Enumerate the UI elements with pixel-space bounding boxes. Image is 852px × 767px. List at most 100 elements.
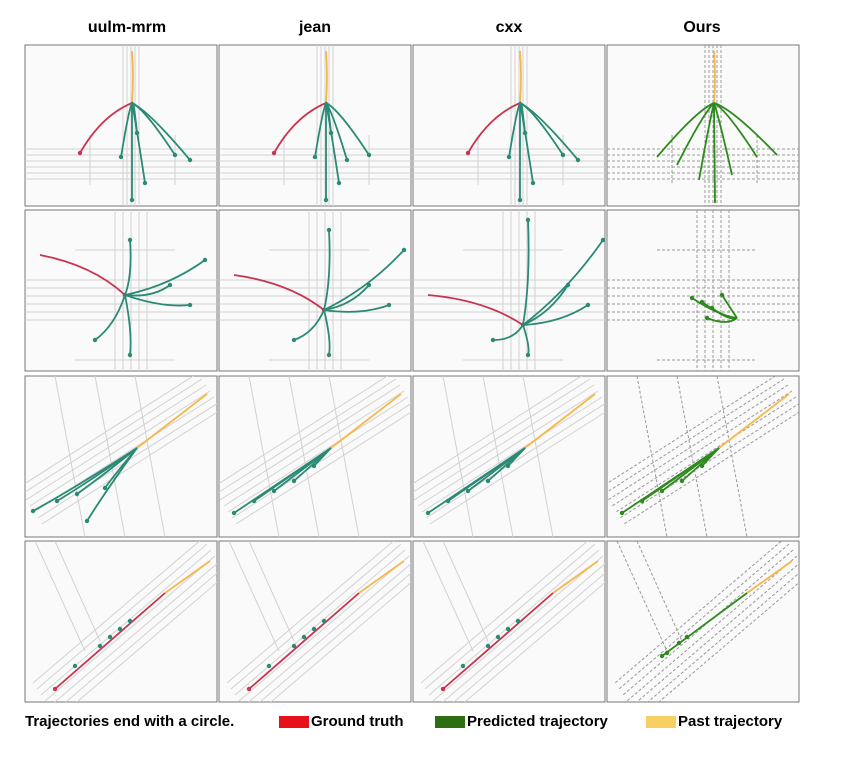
lane-line: [522, 376, 554, 537]
panel: [24, 540, 218, 703]
predicted-trajectory-end: [525, 352, 531, 358]
predicted-trajectory: [325, 102, 370, 156]
predicted-end: [97, 643, 103, 649]
past-trajectory: [358, 560, 405, 594]
predicted-trajectory-end: [659, 488, 665, 494]
predicted-end: [460, 663, 466, 669]
lane-line: [429, 411, 605, 525]
predicted-trajectory: [522, 304, 589, 326]
predicted-end: [505, 626, 511, 632]
lane-line: [413, 378, 591, 493]
past-trajectory: [746, 560, 793, 594]
lane-line: [54, 376, 86, 537]
legend-swatch: [646, 716, 676, 728]
lane-line: [623, 411, 799, 525]
predicted-trajectory: [713, 102, 716, 204]
predicted-end: [321, 618, 327, 624]
panel: [412, 209, 606, 372]
predicted-trajectory-end: [134, 130, 140, 136]
lane-line: [270, 581, 411, 702]
lane-line: [25, 384, 207, 501]
panel: [412, 540, 606, 703]
past-trajectory: [136, 393, 208, 449]
predicted-trajectory: [124, 294, 132, 356]
panel: [218, 44, 412, 207]
predicted-trajectory-end: [575, 157, 581, 163]
past-trajectory: [519, 50, 522, 104]
predicted-trajectory-end: [251, 498, 257, 504]
scene: [219, 210, 411, 371]
lane-line: [44, 555, 216, 702]
lane-line: [442, 376, 474, 537]
predicted-trajectory-end: [187, 302, 193, 308]
lane-line: [413, 376, 583, 485]
predicted-end: [291, 643, 297, 649]
lane-line: [259, 572, 411, 702]
past-trajectory: [164, 560, 211, 594]
panel-frame: [218, 44, 412, 207]
predicted-trajectory: [323, 309, 331, 356]
lane-line: [425, 403, 605, 519]
predicted-end: [266, 663, 272, 669]
predicted-trajectory-end: [689, 295, 695, 301]
predicted-trajectory-end: [344, 157, 350, 163]
legend-label: Past trajectory: [678, 713, 783, 730]
ground-truth-end: [465, 150, 471, 156]
predicted-trajectory: [323, 304, 390, 313]
ground-truth: [79, 102, 133, 154]
predicted-trajectory-end: [187, 157, 193, 163]
scene: [25, 45, 217, 206]
predicted-trajectory: [698, 102, 715, 181]
lane-line: [442, 541, 489, 642]
lane-line: [238, 555, 410, 702]
panel-frame: [24, 44, 218, 207]
lane-line: [611, 390, 793, 507]
panel: [606, 44, 800, 207]
lane-line: [428, 549, 600, 696]
predicted-trajectory-end: [127, 237, 133, 243]
ground-truth: [442, 592, 554, 690]
predicted-trajectory-end: [326, 227, 332, 233]
scene: [25, 210, 217, 371]
past-trajectory: [524, 393, 596, 449]
past-trajectory: [713, 50, 716, 104]
lane-line: [25, 376, 195, 485]
column-header: cxx: [496, 19, 523, 36]
ground-truth: [54, 592, 166, 690]
predicted-trajectory-end: [425, 510, 431, 516]
lane-line: [36, 543, 208, 690]
lane-line: [288, 376, 320, 537]
lane-line: [424, 543, 596, 690]
predicted-trajectory: [492, 324, 524, 341]
scene: [607, 45, 799, 206]
predicted-trajectory-end: [401, 247, 407, 253]
predicted-trajectory-end: [522, 130, 528, 136]
predicted-trajectory: [323, 284, 370, 311]
scene: [32, 541, 217, 702]
predicted-trajectory-end: [30, 508, 36, 514]
predicted-trajectory-end: [525, 217, 531, 223]
predicted-trajectory-end: [699, 463, 705, 469]
ground-truth: [467, 102, 521, 154]
scene: [226, 541, 411, 702]
predicted-trajectory: [124, 259, 206, 296]
lane-line: [235, 411, 411, 525]
predicted-end: [485, 643, 491, 649]
legend-label: Ground truth: [311, 713, 403, 730]
predicted-trajectory-end: [54, 498, 60, 504]
lane-line: [432, 555, 604, 702]
predicted-trajectory: [522, 239, 604, 326]
panel-frame: [606, 209, 800, 372]
predicted-trajectory-end: [84, 518, 90, 524]
predicted-trajectory-end: [619, 510, 625, 516]
panel: [412, 375, 606, 538]
lane-line: [607, 376, 777, 485]
lane-line: [619, 403, 799, 519]
legend-swatch: [279, 716, 309, 728]
panel: [24, 375, 218, 538]
predicted-end: [107, 634, 113, 640]
predicted-trajectory-end: [600, 237, 605, 243]
lane-line: [676, 376, 708, 537]
lane-line: [636, 563, 799, 702]
